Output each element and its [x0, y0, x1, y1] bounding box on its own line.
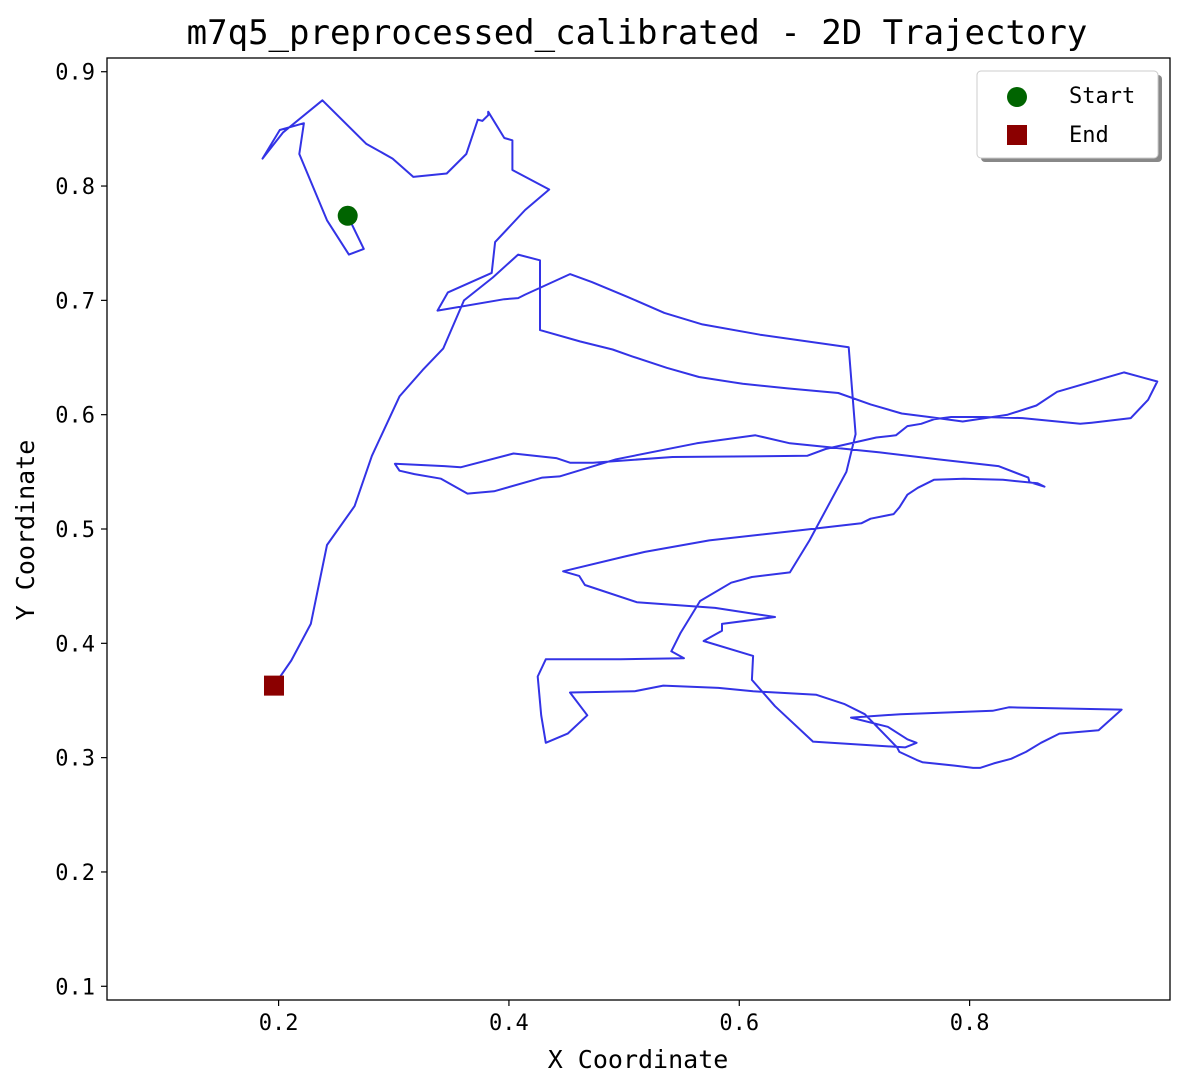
x-tick-label: 0.4 — [489, 1011, 529, 1036]
trajectory-line — [261, 99, 1159, 769]
y-tick-label: 0.4 — [55, 632, 95, 657]
y-tick-label: 0.7 — [55, 289, 95, 314]
legend-start-label: Start — [1069, 84, 1135, 109]
y-tick-label: 0.6 — [55, 404, 95, 429]
legend-end-swatch — [1007, 125, 1027, 145]
legend: Start End — [976, 70, 1162, 162]
y-tick-label: 0.9 — [55, 61, 95, 86]
y-tick-label: 0.8 — [55, 175, 95, 200]
chart-title: m7q5_preprocessed_calibrated - 2D Trajec… — [187, 13, 1088, 53]
x-tick-label: 0.8 — [950, 1011, 990, 1036]
plot-frame — [106, 57, 1171, 1001]
end-marker — [263, 675, 284, 696]
legend-start-swatch — [1007, 87, 1027, 107]
y-axis-label: Y Coordinate — [11, 440, 40, 621]
axis-ticks: 0.2 0.4 0.6 0.8 0.1 0.2 0.3 0.4 0.5 0.6 0.7 0.8 0.9 — [55, 61, 989, 1036]
y-tick-label: 0.1 — [55, 975, 95, 1000]
x-axis-label: X Coordinate — [548, 1045, 729, 1074]
x-tick-label: 0.6 — [719, 1011, 759, 1036]
start-marker — [337, 205, 358, 226]
y-tick-label: 0.5 — [55, 518, 95, 543]
x-tick-label: 0.2 — [259, 1011, 299, 1036]
y-tick-label: 0.2 — [55, 861, 95, 886]
y-tick-label: 0.3 — [55, 747, 95, 772]
legend-end-label: End — [1069, 123, 1109, 148]
